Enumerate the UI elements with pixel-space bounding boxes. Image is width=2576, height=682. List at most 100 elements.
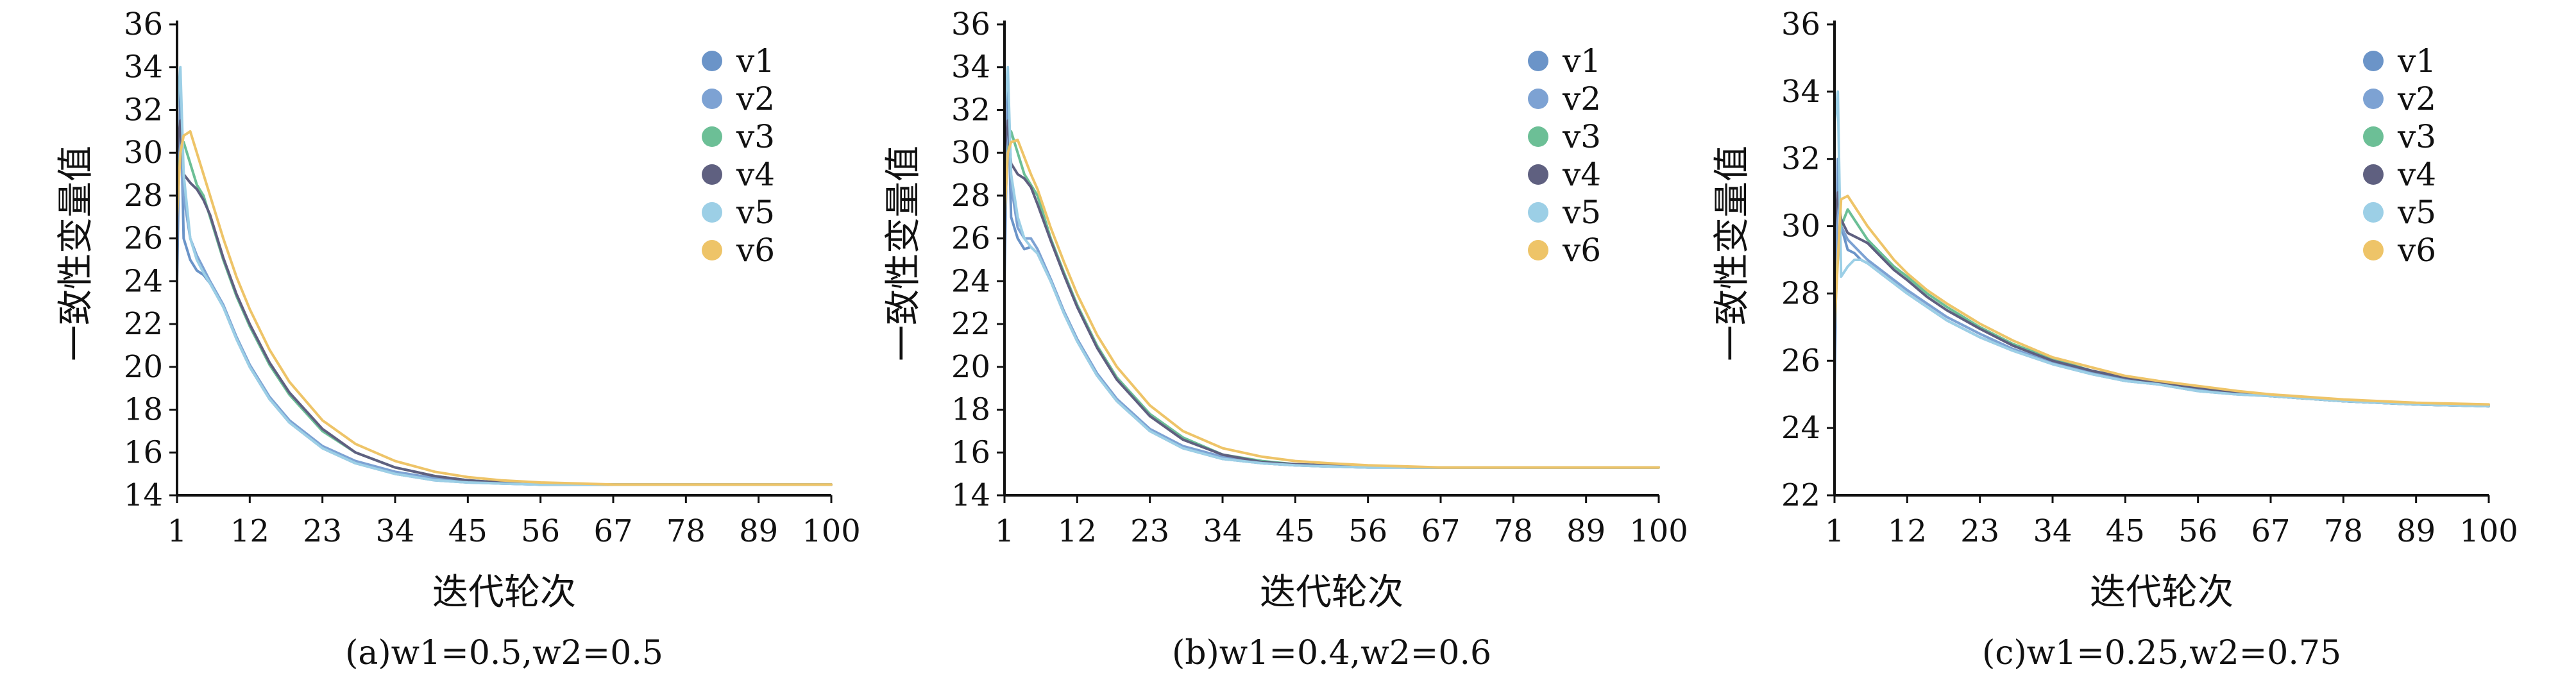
y-tick-label: 26 (951, 221, 990, 257)
y-tick-label: 34 (951, 49, 990, 85)
series-line-v4 (1003, 119, 1660, 469)
legend-label: v4 (736, 156, 775, 193)
y-tick-label: 20 (124, 349, 163, 385)
y-tick-label: 16 (951, 434, 990, 470)
series-line-v3 (1003, 130, 1660, 469)
x-tick-label: 45 (2106, 513, 2145, 549)
series-line-v2 (1003, 130, 1660, 469)
legend-marker (702, 126, 722, 147)
x-tick-label: 56 (521, 513, 560, 549)
legend-marker (2363, 164, 2384, 185)
legend-marker (702, 89, 722, 109)
x-tick-label: 23 (1130, 513, 1169, 549)
legend-label: v3 (2397, 118, 2436, 155)
x-tick-label: 67 (593, 513, 632, 549)
legend-label: v6 (2397, 232, 2436, 269)
series-line-v1 (1003, 87, 1660, 469)
y-tick-label: 18 (951, 392, 990, 428)
x-axis-label: 迭代轮次 (1260, 572, 1403, 613)
y-tick-label: 26 (124, 221, 163, 257)
series-line-v5 (176, 65, 833, 486)
x-tick-label: 56 (1348, 513, 1387, 549)
x-tick-label: 45 (1276, 513, 1315, 549)
legend-label: v5 (736, 194, 775, 231)
legend-marker (2363, 51, 2384, 71)
y-tick-label: 24 (1781, 410, 1820, 446)
series-line-v6 (1003, 139, 1660, 469)
legend-marker (2363, 89, 2384, 109)
y-tick-label: 32 (1781, 141, 1820, 177)
series-line-v6 (176, 130, 833, 486)
legend-label: v6 (736, 232, 775, 269)
x-tick-label: 89 (739, 513, 778, 549)
y-tick-label: 22 (1781, 477, 1820, 513)
y-tick-label: 28 (1781, 275, 1820, 311)
legend-marker (1528, 240, 1548, 260)
series-line-v3 (176, 141, 833, 486)
y-tick-label: 18 (124, 392, 163, 428)
y-tick-label: 30 (951, 135, 990, 171)
y-tick-label: 20 (951, 349, 990, 385)
y-axis-label: 一致性变量值 (55, 146, 97, 361)
legend-label: v2 (2397, 80, 2436, 117)
x-tick-label: 67 (2251, 513, 2290, 549)
x-tick-label: 34 (2033, 513, 2072, 549)
x-tick-label: 34 (375, 513, 414, 549)
y-tick-label: 32 (124, 92, 163, 128)
y-tick-label: 34 (124, 49, 163, 85)
legend-marker (1528, 126, 1548, 147)
legend-marker (1528, 51, 1548, 71)
x-tick-label: 100 (1629, 513, 1688, 549)
series-line-v6 (1833, 194, 2490, 406)
legend-label: v3 (1562, 118, 1601, 155)
series-line-v4 (1833, 191, 2490, 408)
x-tick-label: 1 (167, 513, 187, 549)
legend-marker (1528, 202, 1548, 223)
y-axis-label: 一致性变量值 (1711, 146, 1753, 361)
y-tick-label: 36 (124, 6, 163, 42)
series-line-v5 (1833, 90, 2490, 408)
x-tick-label: 78 (2324, 513, 2363, 549)
legend-label: v4 (1562, 156, 1601, 193)
x-tick-label: 23 (1960, 513, 1999, 549)
series-line-v1 (176, 87, 833, 486)
series-line-v2 (176, 130, 833, 486)
panel-caption: (b)w1=0.4,w2=0.6 (1172, 634, 1491, 672)
legend-marker (702, 164, 722, 185)
x-tick-label: 23 (303, 513, 342, 549)
x-axis-label: 迭代轮次 (2090, 572, 2233, 613)
x-tick-label: 67 (1421, 513, 1460, 549)
legend-marker (2363, 202, 2384, 223)
legend-marker (2363, 240, 2384, 260)
legend-label: v4 (2397, 156, 2436, 193)
y-tick-label: 30 (124, 135, 163, 171)
x-tick-label: 45 (448, 513, 487, 549)
legend-marker (702, 51, 722, 71)
y-tick-label: 14 (124, 477, 163, 513)
y-tick-label: 16 (124, 434, 163, 470)
y-tick-label: 28 (951, 178, 990, 214)
y-tick-label: 26 (1781, 343, 1820, 379)
legend-label: v1 (2397, 42, 2436, 80)
x-tick-label: 100 (2459, 513, 2518, 549)
x-tick-label: 78 (666, 513, 706, 549)
y-tick-label: 24 (124, 263, 163, 299)
x-tick-label: 89 (2396, 513, 2436, 549)
legend-marker (1528, 89, 1548, 109)
x-axis-label: 迭代轮次 (432, 572, 576, 613)
x-tick-label: 1 (1825, 513, 1845, 549)
series-line-v4 (176, 119, 833, 486)
y-tick-label: 30 (1781, 209, 1820, 244)
series-line-v5 (1003, 65, 1660, 469)
x-tick-label: 89 (1566, 513, 1606, 549)
legend-label: v5 (2397, 194, 2436, 231)
x-tick-label: 12 (1888, 513, 1927, 549)
y-tick-label: 22 (124, 306, 163, 342)
x-tick-label: 1 (995, 513, 1015, 549)
panel-caption: (a)w1=0.5,w2=0.5 (345, 634, 663, 672)
y-tick-label: 36 (1781, 6, 1820, 42)
legend-label: v5 (1562, 194, 1601, 231)
y-tick-label: 28 (124, 178, 163, 214)
